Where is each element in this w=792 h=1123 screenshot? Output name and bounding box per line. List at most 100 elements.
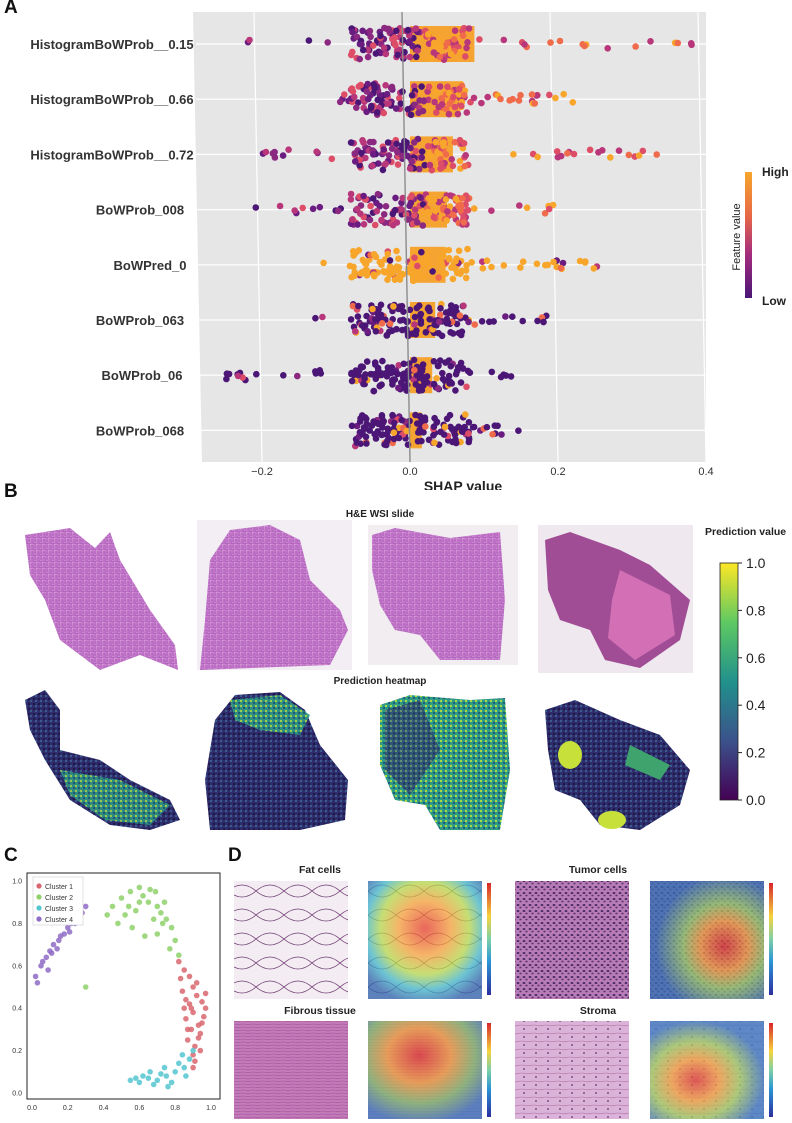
- cluster-point: [50, 941, 57, 948]
- shap-point: [417, 310, 425, 318]
- shap-point: [570, 150, 578, 158]
- shap-point: [500, 262, 508, 269]
- shap-point: [581, 259, 589, 266]
- cluster-point: [199, 1020, 205, 1026]
- shap-point: [450, 93, 457, 101]
- shap-point: [346, 262, 354, 270]
- shap-point: [489, 431, 496, 438]
- shap-point: [446, 203, 454, 210]
- heatmap-4: [545, 700, 690, 830]
- feature-colorbar: [745, 172, 752, 298]
- colorbar-tick-label: 0.8: [746, 602, 766, 618]
- shap-point: [488, 368, 496, 376]
- shap-point: [436, 53, 444, 61]
- cluster-point: [82, 984, 89, 990]
- shap-point: [379, 357, 386, 365]
- shap-point: [639, 147, 647, 155]
- shap-point: [382, 50, 390, 58]
- shap-point: [369, 151, 377, 158]
- shap-point: [456, 48, 464, 56]
- shap-point: [450, 36, 458, 43]
- cluster-point: [39, 958, 46, 965]
- feature-label: BoWProb_008: [96, 203, 184, 218]
- shap-point: [385, 100, 392, 107]
- shap-point: [418, 83, 425, 90]
- cluster-scatter-chart: 0.0 0.2 0.4 0.6 0.8 1.0 0.0 0.2 0.4 0.6 0.8 1.0 Clu…: [12, 872, 221, 1112]
- shap-point: [394, 51, 402, 59]
- shap-point: [234, 372, 242, 380]
- shap-point: [421, 161, 429, 169]
- legend-label: Cluster 2: [45, 895, 73, 902]
- shap-point: [547, 39, 554, 46]
- cluster-point: [154, 931, 161, 937]
- shap-point: [498, 431, 505, 438]
- heatmap-1: [25, 690, 180, 830]
- shap-point: [435, 35, 442, 43]
- fibrous-tissue-patch: [234, 1021, 348, 1119]
- x-tick-label: −0.2: [251, 466, 273, 478]
- shap-point: [413, 304, 421, 312]
- shap-point: [354, 221, 361, 228]
- shap-point: [361, 322, 369, 329]
- shap-point: [363, 440, 370, 447]
- shap-point: [607, 154, 614, 161]
- shap-point: [406, 53, 414, 61]
- shap-point: [360, 380, 367, 388]
- y-tick-label: 0.8: [12, 921, 22, 928]
- legend-marker: [36, 883, 42, 889]
- cluster-point: [48, 950, 55, 956]
- shap-point: [357, 81, 365, 89]
- shap-point: [464, 39, 471, 46]
- shap-point: [324, 39, 332, 46]
- panel-letter-a: A: [4, 0, 18, 18]
- shap-point: [395, 384, 402, 392]
- shap-point: [465, 318, 472, 326]
- shap-point: [442, 270, 450, 277]
- y-tick-label: 0.6: [12, 963, 22, 970]
- y-tick-label: 0.0: [12, 1091, 22, 1098]
- cluster-point: [43, 954, 50, 961]
- shap-point: [449, 310, 456, 317]
- shap-point: [462, 152, 470, 159]
- shap-point: [434, 148, 441, 156]
- shap-point: [378, 216, 385, 224]
- shap-point: [438, 101, 446, 108]
- shap-point: [455, 329, 463, 337]
- he-slide-1: [25, 528, 178, 670]
- shap-point: [328, 155, 336, 163]
- shap-point: [356, 55, 364, 63]
- prediction-heatmap-title: Prediction heatmap: [333, 676, 427, 687]
- shap-point: [355, 247, 363, 254]
- shap-point: [444, 319, 452, 327]
- shap-point: [355, 302, 362, 310]
- y-tick-label: 0.4: [12, 1006, 22, 1013]
- shap-point: [459, 32, 467, 39]
- shap-point: [418, 154, 426, 161]
- shap-point: [437, 305, 444, 312]
- shap-point: [430, 49, 438, 56]
- shap-point: [433, 109, 440, 116]
- cluster-point: [147, 886, 153, 893]
- cluster-point: [176, 1060, 182, 1067]
- shap-point: [369, 42, 377, 49]
- shap-point: [414, 47, 421, 54]
- shap-point: [544, 261, 552, 269]
- shap-point: [439, 369, 446, 377]
- shap-point: [552, 94, 559, 102]
- shap-point: [397, 206, 405, 213]
- shap-point: [452, 387, 459, 394]
- shap-point: [371, 84, 378, 92]
- shap-point: [377, 32, 384, 40]
- feature-label: BoWPred_0: [114, 258, 187, 273]
- shap-point: [252, 370, 260, 378]
- legend-marker: [36, 916, 42, 922]
- shap-point: [424, 208, 431, 216]
- shap-point: [378, 320, 386, 327]
- shap-point: [430, 423, 438, 431]
- shap-point: [372, 375, 380, 383]
- shap-point: [420, 97, 428, 105]
- shap-point: [336, 98, 344, 106]
- cluster-point: [161, 899, 168, 905]
- shap-point: [291, 207, 299, 214]
- cluster-point: [136, 884, 143, 891]
